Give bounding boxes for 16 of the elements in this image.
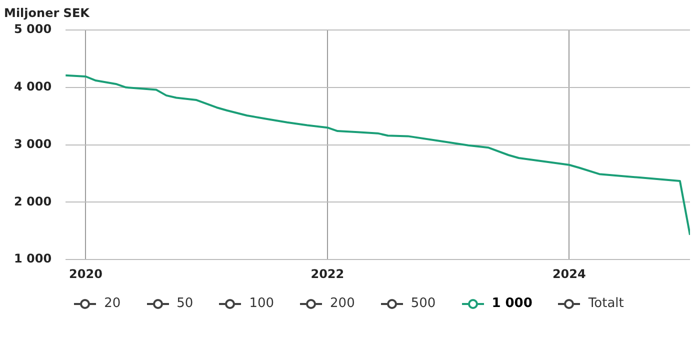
y-tick-label: 2 000: [14, 194, 52, 208]
y-tick-label: 1 000: [14, 252, 52, 266]
x-tick-label: 2022: [310, 266, 344, 281]
legend-label: 20: [104, 296, 121, 311]
y-tick-label: 4 000: [14, 80, 52, 94]
x-tick-label: 2020: [69, 266, 102, 281]
legend-label: 50: [176, 296, 194, 311]
y-tick-label: 3 000: [14, 136, 52, 151]
x-tick-label: 2024: [552, 266, 586, 281]
legend-label: 500: [410, 296, 436, 311]
y-axis-title: Miljoner SEK: [4, 6, 90, 20]
legend-label: 100: [249, 296, 274, 311]
legend-label: 1 000: [492, 296, 532, 311]
legend-label: Totalt: [588, 296, 624, 311]
y-tick-label: 5 000: [14, 22, 52, 36]
legend-label: 200: [330, 296, 355, 311]
